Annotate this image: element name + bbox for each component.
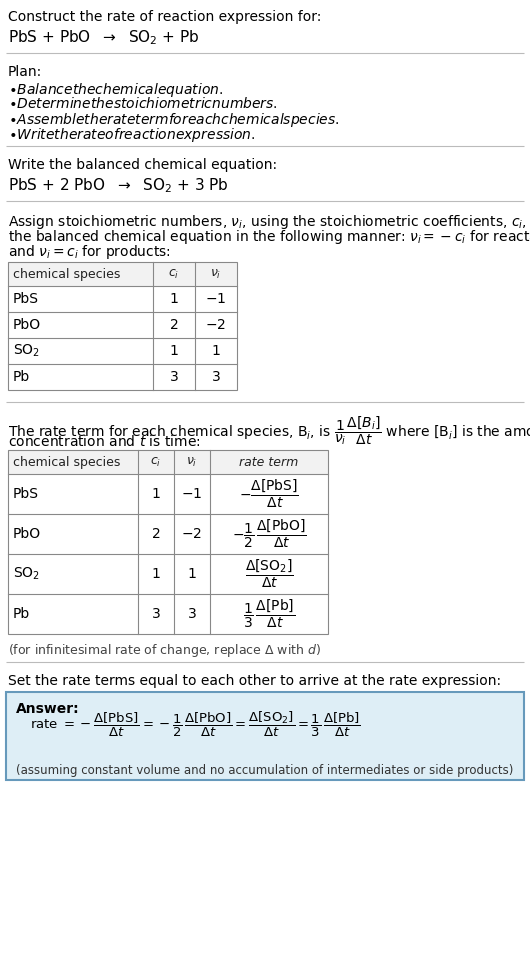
- Text: rate term: rate term: [240, 456, 298, 469]
- Text: $-\dfrac{1}{2}\,\dfrac{\Delta[\mathrm{PbO}]}{\Delta t}$: $-\dfrac{1}{2}\,\dfrac{\Delta[\mathrm{Pb…: [232, 518, 306, 550]
- Text: Plan:: Plan:: [8, 65, 42, 79]
- Text: PbS: PbS: [13, 292, 39, 306]
- Text: chemical species: chemical species: [13, 268, 120, 281]
- Bar: [6, 692, 524, 780]
- Text: PbO: PbO: [13, 527, 41, 541]
- Text: $-1$: $-1$: [181, 487, 202, 501]
- Text: $\bullet  Balance the chemical equation.$: $\bullet Balance the chemical equation.$: [8, 81, 223, 99]
- Text: $-2$: $-2$: [181, 527, 202, 541]
- Text: $3$: $3$: [211, 370, 221, 384]
- Text: 1: 1: [170, 292, 179, 306]
- Bar: [8, 262, 237, 286]
- Text: (assuming constant volume and no accumulation of intermediates or side products): (assuming constant volume and no accumul…: [16, 764, 514, 777]
- Text: $\bullet  Write the rate of reaction expression.$: $\bullet Write the rate of reaction expr…: [8, 126, 255, 144]
- Text: Answer:: Answer:: [16, 702, 80, 716]
- Text: $c_i$: $c_i$: [169, 268, 180, 281]
- Text: $\nu_i$: $\nu_i$: [210, 268, 222, 281]
- Text: PbS: PbS: [13, 487, 39, 501]
- Text: Pb: Pb: [13, 607, 30, 621]
- Text: 1: 1: [170, 344, 179, 358]
- Bar: [8, 450, 328, 634]
- Text: $-2$: $-2$: [206, 318, 226, 332]
- Text: Write the balanced chemical equation:: Write the balanced chemical equation:: [8, 158, 277, 172]
- Text: $-\dfrac{\Delta[\mathrm{PbS}]}{\Delta t}$: $-\dfrac{\Delta[\mathrm{PbS}]}{\Delta t}…: [239, 478, 299, 510]
- Text: 2: 2: [170, 318, 179, 332]
- Text: $c_i$: $c_i$: [151, 456, 162, 469]
- Text: $1$: $1$: [211, 344, 221, 358]
- Text: $\nu_i$: $\nu_i$: [187, 456, 198, 469]
- Text: The rate term for each chemical species, B$_i$, is $\dfrac{1}{\nu_i}\dfrac{\Delt: The rate term for each chemical species,…: [8, 414, 530, 447]
- Text: 2: 2: [152, 527, 161, 541]
- Text: 3: 3: [152, 607, 161, 621]
- Text: 1: 1: [152, 567, 161, 581]
- Text: SO$_2$: SO$_2$: [13, 566, 40, 582]
- Text: the balanced chemical equation in the following manner: $\nu_i = -c_i$ for react: the balanced chemical equation in the fo…: [8, 228, 530, 246]
- Text: $3$: $3$: [187, 607, 197, 621]
- Text: and $\nu_i = c_i$ for products:: and $\nu_i = c_i$ for products:: [8, 243, 171, 261]
- Text: $1$: $1$: [187, 567, 197, 581]
- Text: Construct the rate of reaction expression for:: Construct the rate of reaction expressio…: [8, 10, 321, 24]
- Text: 1: 1: [152, 487, 161, 501]
- Text: 3: 3: [170, 370, 179, 384]
- Text: (for infinitesimal rate of change, replace $\Delta$ with $d$): (for infinitesimal rate of change, repla…: [8, 642, 321, 659]
- Text: SO$_2$: SO$_2$: [13, 343, 40, 360]
- Text: Set the rate terms equal to each other to arrive at the rate expression:: Set the rate terms equal to each other t…: [8, 674, 501, 688]
- Text: $\bullet  Assemble the rate term for each chemical species.$: $\bullet Assemble the rate term for each…: [8, 111, 340, 129]
- Text: PbO: PbO: [13, 318, 41, 332]
- Text: Pb: Pb: [13, 370, 30, 384]
- Text: concentration and $t$ is time:: concentration and $t$ is time:: [8, 434, 201, 449]
- Text: $\bullet  Determine the stoichiometric numbers.$: $\bullet Determine the stoichiometric nu…: [8, 96, 278, 111]
- Text: chemical species: chemical species: [13, 456, 120, 469]
- Text: Assign stoichiometric numbers, $\nu_i$, using the stoichiometric coefficients, $: Assign stoichiometric numbers, $\nu_i$, …: [8, 213, 530, 231]
- Text: $\dfrac{\Delta[\mathrm{SO_2}]}{\Delta t}$: $\dfrac{\Delta[\mathrm{SO_2}]}{\Delta t}…: [245, 558, 294, 590]
- Text: $\dfrac{1}{3}\,\dfrac{\Delta[\mathrm{Pb}]}{\Delta t}$: $\dfrac{1}{3}\,\dfrac{\Delta[\mathrm{Pb}…: [243, 598, 295, 630]
- Text: PbS + 2 PbO  $\rightarrow$  SO$_2$ + 3 Pb: PbS + 2 PbO $\rightarrow$ SO$_2$ + 3 Pb: [8, 176, 229, 194]
- Text: rate $= -\dfrac{\Delta[\mathrm{PbS}]}{\Delta t} = -\dfrac{1}{2}\,\dfrac{\Delta[\: rate $= -\dfrac{\Delta[\mathrm{PbS}]}{\D…: [30, 710, 361, 739]
- Text: PbS + PbO  $\rightarrow$  SO$_2$ + Pb: PbS + PbO $\rightarrow$ SO$_2$ + Pb: [8, 28, 200, 47]
- Bar: [8, 262, 237, 390]
- Text: $-1$: $-1$: [205, 292, 227, 306]
- Bar: [8, 450, 328, 474]
